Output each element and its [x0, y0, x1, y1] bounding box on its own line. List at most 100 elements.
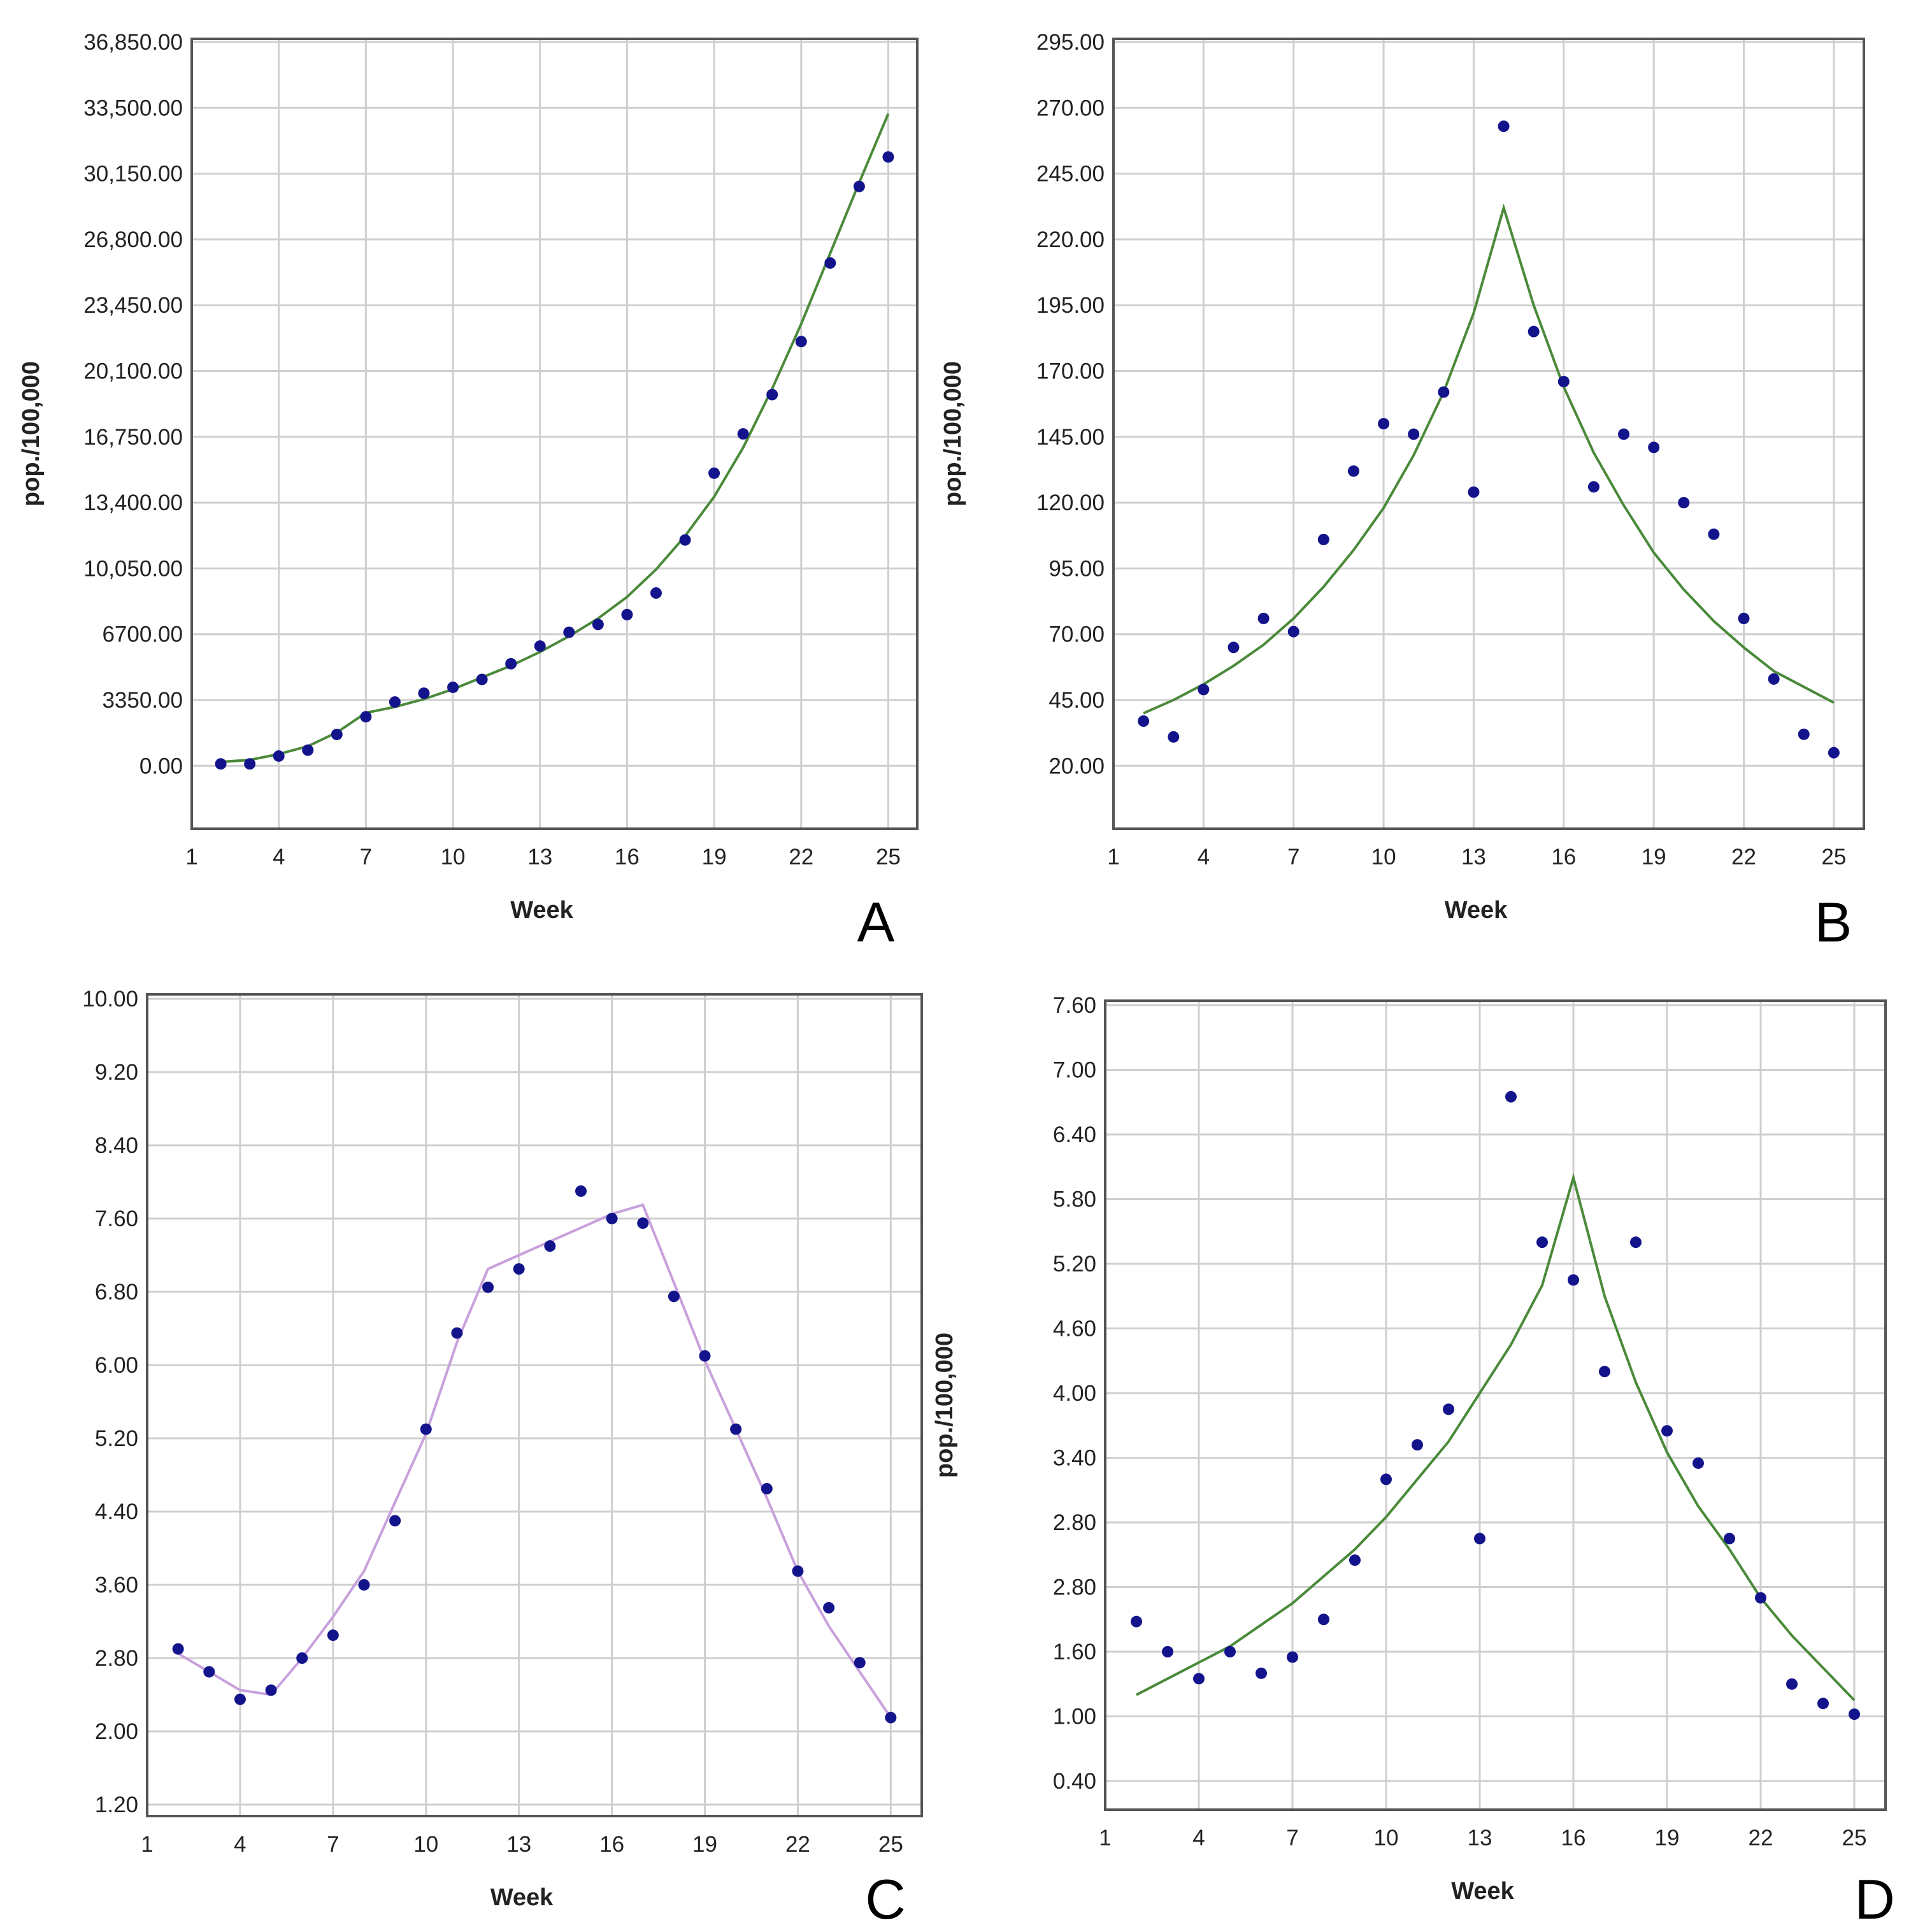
data-point	[1438, 386, 1450, 398]
data-point	[882, 151, 894, 163]
x-tick-label: 25	[1842, 1826, 1867, 1850]
y-tick-label: 6.80	[95, 1280, 138, 1305]
x-tick-label: 19	[1655, 1826, 1680, 1850]
data-point	[1287, 1651, 1298, 1663]
y-tick-label: 95.00	[1048, 556, 1105, 581]
data-point	[1708, 528, 1720, 540]
x-tick-label: 10	[1374, 1826, 1399, 1850]
x-axis-label: Week	[510, 897, 573, 924]
data-point	[1599, 1366, 1610, 1378]
data-point	[389, 1515, 401, 1527]
panel-letter: A	[857, 891, 895, 954]
y-tick-label: 195.00	[1036, 293, 1105, 318]
data-point	[420, 1423, 432, 1435]
data-point	[534, 640, 546, 652]
data-point	[792, 1565, 804, 1577]
data-point	[1227, 641, 1240, 654]
x-tick-label: 7	[360, 845, 372, 869]
data-point	[451, 1327, 463, 1339]
data-point	[1138, 715, 1150, 727]
data-point	[244, 758, 256, 770]
chart-panel-a: 0.00 3350.00 6700.00 10,050.00 13,400.00 16,7…	[18, 30, 919, 954]
x-tick-label: 4	[1192, 1826, 1205, 1850]
x-tick-label: 7	[327, 1832, 339, 1857]
data-point	[360, 711, 372, 723]
data-point	[1443, 1403, 1454, 1415]
x-tick-label: 1	[1099, 1826, 1111, 1850]
data-point	[1661, 1425, 1673, 1437]
data-point	[331, 728, 343, 740]
y-tick-label: 170.00	[1036, 359, 1105, 384]
y-axis-label: pop./100,000	[18, 361, 45, 506]
x-tick-label: 16	[1551, 845, 1576, 869]
data-point	[1349, 1554, 1361, 1566]
data-point	[737, 428, 749, 440]
data-point	[1618, 428, 1630, 440]
y-tick-label: 5.20	[1053, 1252, 1096, 1277]
x-tick-label: 1	[1107, 845, 1119, 869]
y-tick-label: 5.20	[95, 1426, 138, 1451]
x-tick-label: 7	[1286, 1826, 1298, 1850]
data-point	[1587, 481, 1600, 493]
data-point	[730, 1423, 742, 1435]
y-tick-label: 4.60	[1053, 1317, 1096, 1342]
data-point	[273, 750, 285, 762]
x-tick-label: 13	[506, 1832, 531, 1857]
panel-letter: C	[865, 1868, 906, 1931]
y-tick-label: 45.00	[1048, 688, 1105, 713]
data-point	[824, 257, 836, 269]
y-tick-label: 4.00	[1053, 1381, 1096, 1406]
y-tick-label: 7.00	[1053, 1058, 1096, 1083]
x-axis-label: Week	[1451, 1878, 1514, 1905]
panel-letter: D	[1854, 1868, 1895, 1931]
y-tick-label: 145.00	[1036, 425, 1105, 450]
y-tick-label: 2.00	[95, 1719, 138, 1744]
data-point	[854, 1657, 866, 1669]
data-point	[795, 336, 807, 348]
x-tick-label: 10	[413, 1832, 438, 1857]
data-point	[637, 1217, 649, 1229]
chart-panel-b: 20.00 45.00 70.00 95.00 120.00 145.00 170.00 19…	[940, 30, 1865, 954]
data-point	[1380, 1473, 1392, 1485]
panel-letter: B	[1815, 891, 1852, 954]
plot-area-frame	[146, 993, 923, 1817]
data-point	[1648, 441, 1660, 454]
data-point	[1408, 428, 1420, 440]
x-tick-label: 22	[1749, 1826, 1773, 1850]
data-point	[853, 180, 865, 192]
data-point	[1768, 673, 1780, 685]
data-point	[1193, 1673, 1205, 1685]
data-point	[1498, 120, 1510, 132]
data-point	[1162, 1646, 1173, 1657]
x-tick-label: 19	[702, 845, 727, 869]
data-point	[1693, 1457, 1704, 1469]
y-tick-label: 33,500.00	[83, 96, 183, 120]
plot-area-frame	[1104, 999, 1887, 1811]
y-tick-label: 245.00	[1036, 162, 1105, 187]
y-tick-label: 3.40	[1053, 1446, 1096, 1471]
x-tick-label: 10	[1371, 845, 1396, 869]
y-tick-label: 23,450.00	[83, 293, 183, 318]
y-tick-label: 295.00	[1036, 30, 1105, 55]
data-point	[1568, 1274, 1579, 1286]
x-tick-label: 25	[876, 845, 901, 869]
data-point	[234, 1693, 246, 1705]
data-point	[621, 608, 633, 620]
data-point	[1817, 1698, 1829, 1710]
data-point	[885, 1712, 897, 1724]
x-tick-label: 13	[527, 845, 552, 869]
data-point	[823, 1601, 835, 1614]
y-tick-label: 6.40	[1053, 1122, 1096, 1147]
plot-area-frame	[190, 38, 919, 830]
data-point	[761, 1483, 773, 1495]
y-tick-label: 270.00	[1036, 96, 1105, 120]
y-tick-label: 6.00	[95, 1353, 138, 1378]
y-tick-label: 7.60	[95, 1206, 138, 1231]
data-point	[1131, 1615, 1142, 1628]
data-point	[418, 687, 430, 699]
y-tick-label: 2.80	[95, 1646, 138, 1671]
y-axis-label: pop./100,000	[940, 361, 966, 506]
fit-line	[1143, 203, 1835, 715]
data-point	[766, 389, 778, 401]
data-point	[1168, 731, 1180, 743]
